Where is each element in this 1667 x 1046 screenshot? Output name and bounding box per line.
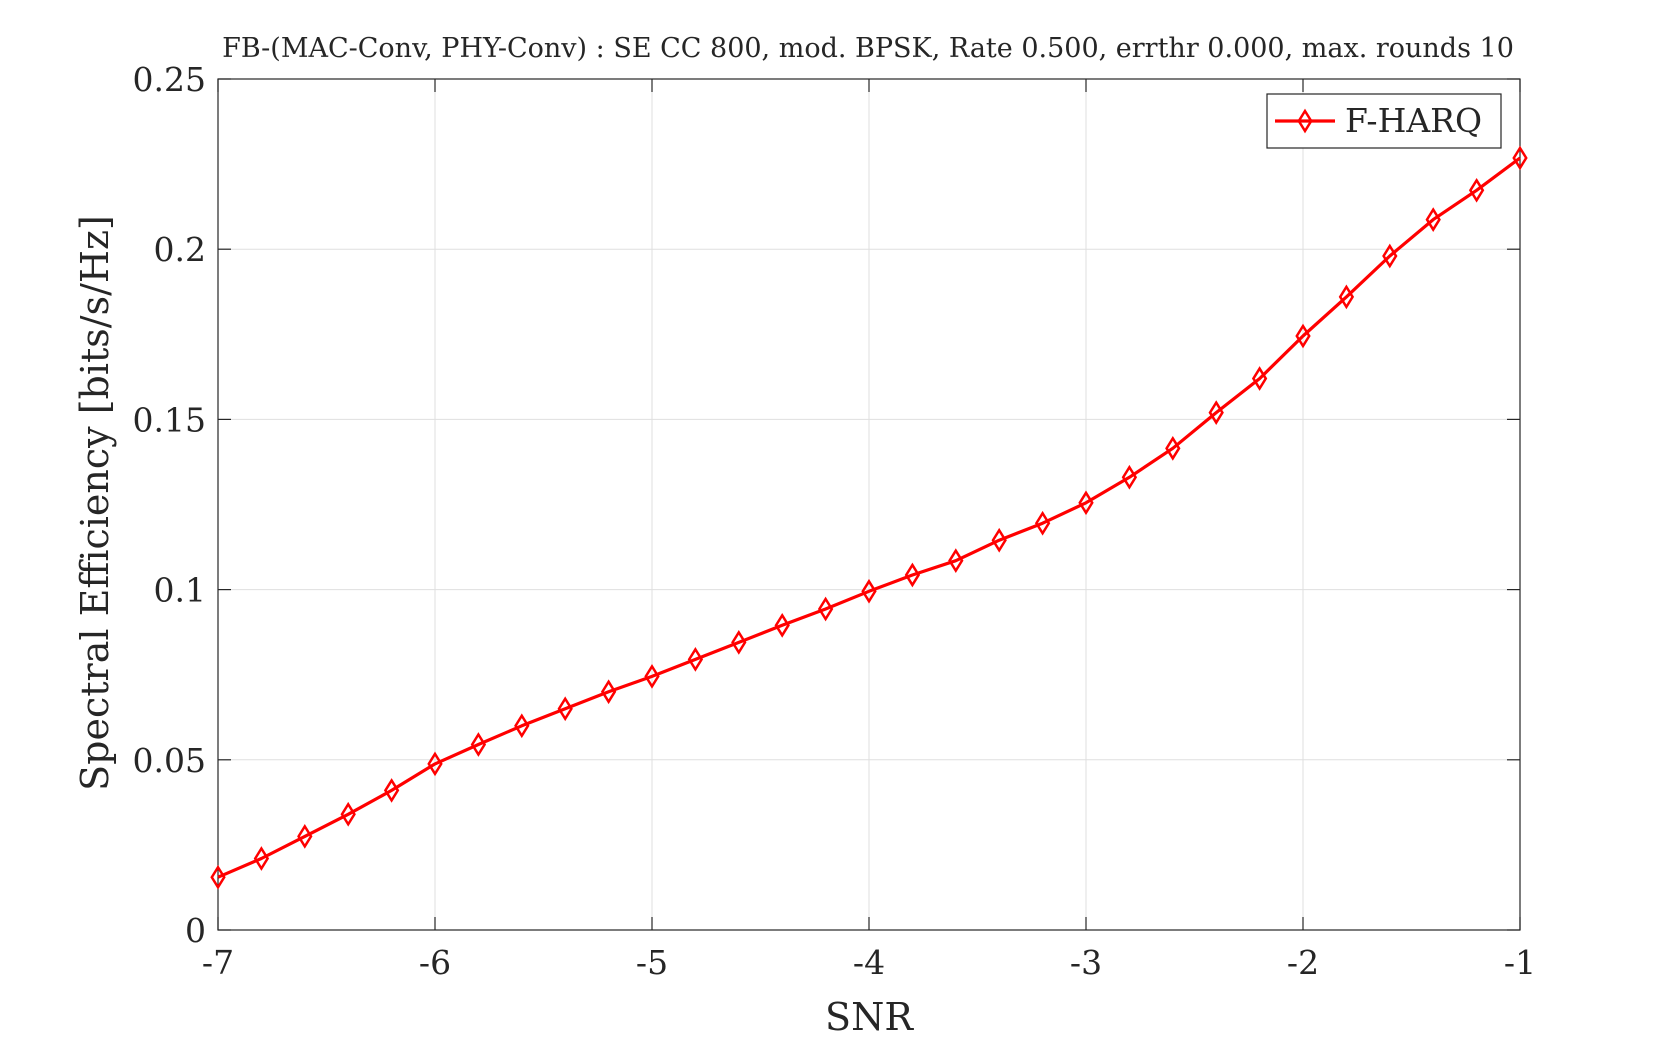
data-point-marker — [948, 548, 964, 574]
data-point-marker — [731, 629, 747, 655]
data-point-marker — [470, 732, 487, 757]
data-point-marker — [1208, 400, 1224, 425]
series-layer — [210, 145, 1528, 890]
y-tick-labels: 0 0.05 0.1 0.15 0.2 0.25 — [133, 60, 206, 950]
data-point-marker — [557, 696, 573, 722]
x-tick-label: -1 — [1504, 943, 1536, 982]
data-point-marker — [687, 647, 704, 672]
x-axis-label: SNR — [825, 995, 914, 1039]
data-point-marker — [1295, 323, 1311, 349]
data-point-marker — [644, 664, 660, 689]
legend-diamond-marker — [1297, 108, 1313, 134]
data-point-marker — [1338, 284, 1355, 310]
data-point-marker — [1251, 366, 1268, 391]
data-point-marker — [383, 778, 400, 803]
y-tick-label: 0.15 — [133, 400, 206, 439]
x-tick-label: -3 — [1070, 943, 1102, 982]
data-point-marker — [1078, 490, 1094, 516]
chart-title: FB-(MAC-Conv, PHY-Conv) : SE CC 800, mod… — [222, 33, 1514, 64]
x-tick-label: -5 — [636, 943, 668, 982]
x-tick-label: -2 — [1287, 943, 1319, 982]
data-point-marker — [1034, 510, 1051, 536]
x-tick-label: -7 — [202, 943, 234, 982]
data-point-marker — [861, 578, 877, 604]
data-point-marker — [600, 679, 617, 705]
x-tick-labels: -7 -6 -5 -4 -3 -2 -1 — [202, 943, 1536, 982]
data-point-marker — [514, 713, 530, 739]
legend[interactable]: F-HARQ — [1266, 93, 1502, 149]
x-tick-label: -6 — [419, 943, 451, 982]
data-point-marker — [340, 801, 356, 827]
y-tick-label: 0 — [185, 911, 206, 950]
legend-label-f-harq: F-HARQ — [1345, 101, 1482, 140]
data-point-marker — [991, 527, 1007, 553]
data-point-marker — [253, 846, 270, 871]
y-tick-label: 0.2 — [154, 230, 206, 269]
data-point-marker — [1121, 464, 1138, 490]
y-tick-label: 0.1 — [154, 571, 206, 610]
data-point-marker — [210, 864, 226, 890]
data-point-marker — [1165, 435, 1181, 461]
x-tick-label: -4 — [853, 943, 885, 982]
data-point-marker — [904, 562, 921, 588]
y-tick-label: 0.05 — [133, 741, 206, 780]
data-point-marker — [1512, 145, 1528, 171]
axis-ticks — [217, 78, 1521, 931]
data-point-marker — [1468, 177, 1485, 203]
data-point-marker — [817, 596, 834, 622]
y-tick-label: 0.25 — [133, 60, 206, 99]
data-point-marker — [297, 824, 313, 849]
series-line-f-harq — [217, 156, 1521, 879]
y-axis-label: Spectral Efficiency [bits/s/Hz] — [73, 215, 117, 791]
data-point-marker — [1425, 207, 1441, 232]
data-point-marker — [774, 612, 790, 638]
data-point-marker — [427, 751, 443, 777]
data-point-marker — [1382, 243, 1398, 269]
